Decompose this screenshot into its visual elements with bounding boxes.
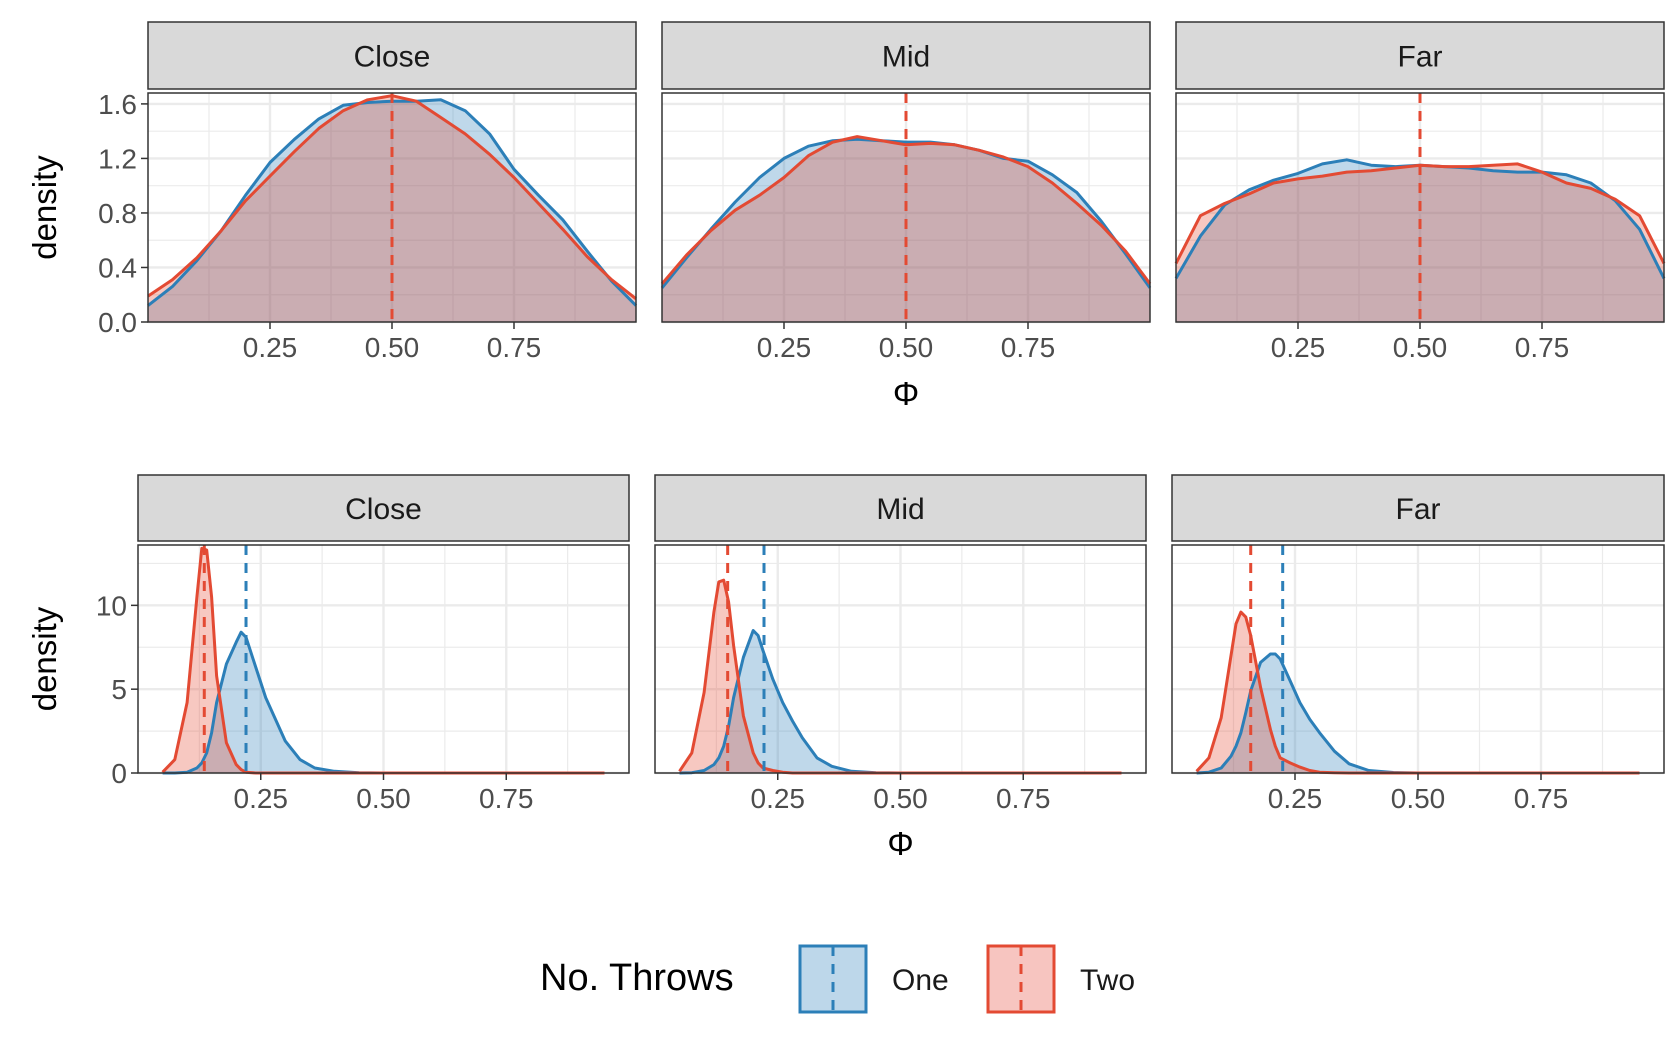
facet-panel-close: Close 0.25 0.50 0.75 0.0 0.4 0.8 1.2 1.6 <box>98 21 638 363</box>
x-tick-label: 0.25 <box>751 783 806 814</box>
y-tick-label: 5 <box>111 674 127 705</box>
density-area-two <box>662 136 1150 322</box>
x-tick-label: 0.50 <box>1391 783 1446 814</box>
facet-strip <box>147 21 637 90</box>
x-tick-label: 0.75 <box>479 783 534 814</box>
facet-strip-label: Close <box>354 41 431 74</box>
density-area-one <box>162 632 605 773</box>
legend-key-one: One <box>798 944 949 1014</box>
facet-strip-label: Mid <box>876 493 924 526</box>
x-tick-label: 0.50 <box>365 332 420 363</box>
density-area-one <box>662 139 1150 322</box>
facet-strip <box>1175 21 1665 90</box>
facet-strip-label: Mid <box>882 41 930 74</box>
y-tick-label: 0 <box>111 758 127 789</box>
legend: No. Throws One Two <box>540 944 1135 1014</box>
density-area-two <box>679 580 1122 773</box>
y-tick-label: 10 <box>96 590 127 621</box>
x-tick-label: 0.75 <box>1001 332 1056 363</box>
x-tick-label: 0.50 <box>879 332 934 363</box>
x-axis-title: Φ <box>893 375 919 412</box>
y-axis-title: density <box>26 155 63 260</box>
x-tick-label: 0.75 <box>1515 332 1570 363</box>
density-area-two <box>1196 612 1640 773</box>
y-tick-label: 0.8 <box>98 198 137 229</box>
legend-title: No. Throws <box>540 957 734 999</box>
x-tick-label: 0.25 <box>757 332 812 363</box>
x-tick-label: 0.50 <box>356 783 411 814</box>
x-axis-title: Φ <box>887 825 913 862</box>
x-tick-label: 0.75 <box>996 783 1051 814</box>
x-tick-label: 0.25 <box>234 783 289 814</box>
x-tick-label: 0.50 <box>1393 332 1448 363</box>
legend-label-two: Two <box>1080 964 1135 997</box>
legend-key-two: Two <box>986 944 1135 1014</box>
x-tick-label: 0.25 <box>243 332 298 363</box>
x-tick-label: 0.50 <box>873 783 928 814</box>
y-tick-label: 1.2 <box>98 143 137 174</box>
facet-strip <box>654 474 1147 542</box>
top-chart: Close 0.25 0.50 0.75 0.0 0.4 0.8 1.2 1.6 Mid 0.25 0… <box>26 21 1666 412</box>
legend-label-one: One <box>892 964 949 997</box>
facet-panel-mid: Mid 0.25 0.50 0.75 <box>654 474 1147 814</box>
x-tick-label: 0.25 <box>1268 783 1323 814</box>
density-area-one <box>1196 654 1640 773</box>
facet-strip-label: Far <box>1398 41 1443 74</box>
facet-strip <box>1171 474 1665 542</box>
facet-strip <box>661 21 1151 90</box>
density-line-one <box>660 137 1152 289</box>
facet-panel-close: Close 0.25 0.50 0.75 0 5 10 <box>96 474 630 814</box>
facet-panel-mid: Mid 0.25 0.50 0.75 <box>660 21 1152 363</box>
x-tick-label: 0.75 <box>1514 783 1569 814</box>
facet-panel-far: Far 0.25 0.50 0.75 <box>1171 474 1665 814</box>
y-tick-label: 0.4 <box>98 252 137 283</box>
density-line-two <box>660 135 1152 285</box>
facet-strip-label: Far <box>1396 493 1441 526</box>
facet-strip-label: Close <box>345 493 422 526</box>
y-tick-label: 0.0 <box>98 307 137 338</box>
x-tick-label: 0.75 <box>487 332 542 363</box>
y-tick-label: 1.6 <box>98 89 137 120</box>
bottom-chart: Close 0.25 0.50 0.75 0 5 10 Mid 0.25 0.50 0.75 Far 0… <box>26 474 1665 862</box>
density-area-one <box>679 630 1122 773</box>
y-axis-title: density <box>26 606 63 711</box>
facet-strip <box>137 474 630 542</box>
x-tick-label: 0.25 <box>1271 332 1326 363</box>
facet-panel-far: Far 0.25 0.50 0.75 <box>1174 21 1666 363</box>
